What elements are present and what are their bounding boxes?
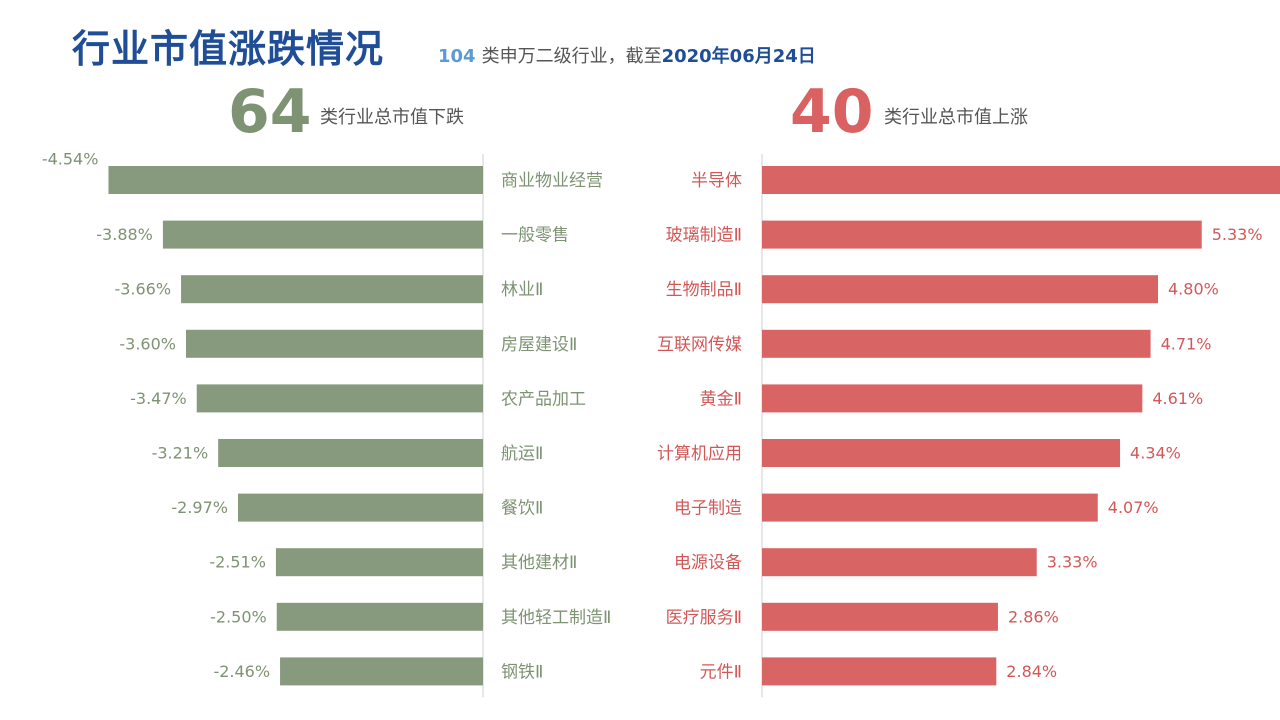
- down-value-label: -3.47%: [130, 389, 187, 408]
- up-bar: [762, 657, 997, 686]
- industry-count: 104: [438, 46, 476, 67]
- up-category-label: 元件Ⅱ: [700, 662, 742, 682]
- up-category-label: 玻璃制造Ⅱ: [666, 226, 742, 246]
- down-label: 类行业总市值下跌: [320, 107, 464, 128]
- down-value-label: -3.60%: [119, 334, 176, 353]
- up-category-label: 黄金Ⅱ: [700, 389, 742, 409]
- up-count: 40: [790, 77, 874, 147]
- down-bar: [280, 657, 483, 686]
- down-value-label: -2.50%: [210, 607, 267, 626]
- down-value-label: -4.54%: [42, 150, 99, 169]
- down-bar: [108, 166, 483, 194]
- up-value-label: 2.86%: [1008, 607, 1059, 626]
- up-category-label: 计算机应用: [657, 444, 742, 464]
- up-bar: [762, 548, 1037, 577]
- up-bar: [762, 493, 1098, 522]
- down-category-label: 航运Ⅱ: [501, 444, 543, 464]
- up-value-label: 4.07%: [1108, 498, 1159, 517]
- up-label: 类行业总市值上涨: [884, 107, 1028, 128]
- up-value-label: 4.80%: [1168, 280, 1219, 299]
- down-category-label: 一般零售: [501, 226, 569, 246]
- down-category-label: 商业物业经营: [501, 171, 603, 191]
- down-bar: [162, 220, 483, 249]
- down-bar: [196, 384, 483, 413]
- down-category-label: 林业Ⅱ: [501, 280, 543, 300]
- down-value-label: -2.46%: [213, 662, 270, 681]
- page-title: 行业市值涨跌情况: [72, 27, 385, 71]
- up-category-label: 互联网传媒: [657, 335, 742, 355]
- down-bars-group: -4.54% 商业物业经营 -3.88% 一般零售 -3.66% 林业Ⅱ -3.60% 房屋建…: [42, 150, 611, 698]
- down-bar: [276, 602, 483, 631]
- up-value-label: 4.71%: [1161, 334, 1212, 353]
- up-category-label: 半导体: [691, 171, 742, 191]
- down-count: 64: [228, 77, 312, 147]
- up-bar: [762, 329, 1151, 358]
- down-category-label: 农产品加工: [501, 389, 586, 409]
- up-bar: [762, 439, 1121, 467]
- down-bar: [181, 275, 484, 304]
- up-category-label: 医疗服务Ⅱ: [666, 608, 742, 628]
- down-value-label: -3.21%: [152, 444, 209, 463]
- down-category-label: 钢铁Ⅱ: [501, 662, 543, 682]
- down-category-label: 其他建材Ⅱ: [501, 553, 577, 573]
- up-value-label: 3.33%: [1047, 553, 1098, 572]
- down-category-label: 其他轻工制造Ⅱ: [501, 608, 611, 628]
- up-value-label: 4.34%: [1130, 444, 1181, 463]
- up-category-label: 生物制品Ⅱ: [666, 280, 742, 300]
- down-bar: [186, 329, 483, 358]
- up-value-label: 2.84%: [1006, 662, 1057, 681]
- down-value-label: -2.51%: [209, 553, 266, 572]
- page-subtitle: 104 类申万二级行业，截至2020年06月24日: [438, 42, 816, 68]
- up-bar: [762, 166, 1280, 194]
- up-bar: [762, 275, 1158, 304]
- up-category-label: 电源设备: [674, 553, 742, 573]
- down-bar: [275, 548, 483, 577]
- down-value-label: -2.97%: [171, 498, 228, 517]
- up-bars-group: 8.84%半导体5.33%玻璃制造Ⅱ4.80%生物制品Ⅱ4.71%互联网传媒4.…: [657, 154, 1280, 698]
- down-value-label: -3.88%: [96, 225, 153, 244]
- up-category-label: 电子制造: [674, 499, 742, 519]
- up-value-label: 4.61%: [1152, 389, 1203, 408]
- up-bar: [762, 220, 1202, 249]
- down-bar: [237, 493, 483, 522]
- up-bar: [762, 384, 1143, 413]
- down-bar: [218, 439, 484, 467]
- subtitle-text: 类申万二级行业，截至: [481, 46, 662, 67]
- down-category-label: 餐饮Ⅱ: [501, 499, 543, 519]
- down-value-label: -3.66%: [114, 280, 171, 299]
- down-category-label: 房屋建设Ⅱ: [501, 335, 577, 355]
- subtitle-date: 2020年06月24日: [661, 46, 816, 67]
- up-bar: [762, 602, 998, 631]
- up-value-label: 5.33%: [1212, 225, 1263, 244]
